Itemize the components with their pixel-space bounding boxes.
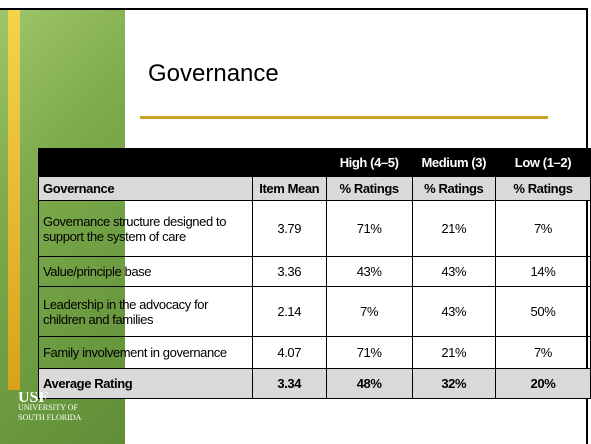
- blank-cell: [252, 149, 326, 177]
- group-header-row: High (4–5)Medium (3)Low (1–2): [39, 149, 591, 177]
- table-cell: 4.07: [252, 337, 326, 369]
- table-cell: 71%: [326, 201, 412, 257]
- logo: USF UNIVERSITY OF SOUTH FLORIDA: [18, 392, 81, 423]
- title-rule: [140, 116, 548, 119]
- slide-title: Governance: [148, 60, 279, 88]
- group-header: High (4–5): [326, 149, 412, 177]
- column-header: Governance: [39, 177, 253, 201]
- table-cell: Governance structure designed to support…: [39, 201, 253, 257]
- blank-cell: [39, 149, 253, 177]
- summary-cell: 3.34: [252, 369, 326, 399]
- column-header: % Ratings: [412, 177, 495, 201]
- logo-mark: USF: [18, 392, 81, 403]
- table-cell: 7%: [495, 201, 590, 257]
- table-cell: 14%: [495, 257, 590, 287]
- table-cell: 7%: [495, 337, 590, 369]
- column-header: Item Mean: [252, 177, 326, 201]
- slide: Governance High (4–5)Medium (3)Low (1–2)…: [0, 0, 591, 444]
- table-cell: 3.79: [252, 201, 326, 257]
- column-header: % Ratings: [495, 177, 590, 201]
- column-header: % Ratings: [326, 177, 412, 201]
- table-cell: 7%: [326, 287, 412, 337]
- group-header: Low (1–2): [495, 149, 590, 177]
- logo-line: SOUTH FLORIDA: [18, 413, 81, 423]
- table-cell: 43%: [412, 287, 495, 337]
- summary-cell: 32%: [412, 369, 495, 399]
- logo-line: UNIVERSITY OF: [18, 403, 81, 413]
- table-cell: Family involvement in governance: [39, 337, 253, 369]
- table-cell: Value/principle base: [39, 257, 253, 287]
- table-cell: 2.14: [252, 287, 326, 337]
- summary-cell: 20%: [495, 369, 590, 399]
- table-row: Leadership in the advocacy for children …: [39, 287, 591, 337]
- table-cell: 21%: [412, 201, 495, 257]
- table-cell: 71%: [326, 337, 412, 369]
- group-header: Medium (3): [412, 149, 495, 177]
- table-row: Governance structure designed to support…: [39, 201, 591, 257]
- table-cell: 50%: [495, 287, 590, 337]
- table-cell: 43%: [412, 257, 495, 287]
- summary-cell: 48%: [326, 369, 412, 399]
- table-cell: 3.36: [252, 257, 326, 287]
- table-cell: Leadership in the advocacy for children …: [39, 287, 253, 337]
- table-cell: 21%: [412, 337, 495, 369]
- table-cell: 43%: [326, 257, 412, 287]
